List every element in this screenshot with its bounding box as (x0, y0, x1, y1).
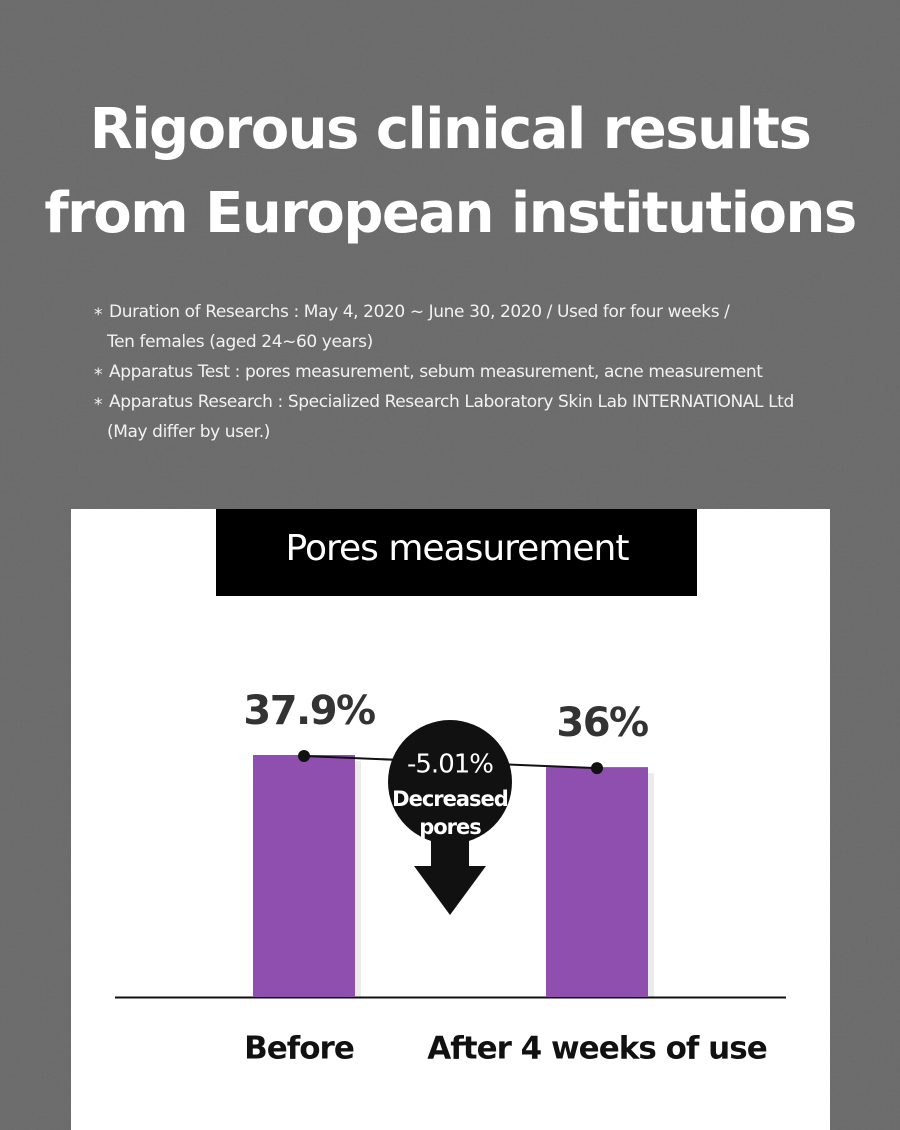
note-bullet: * (94, 305, 103, 325)
trend-dot (591, 762, 603, 775)
annotation-value: -5.01% (407, 750, 493, 780)
title-line: Rigorous clinical results (90, 97, 811, 162)
header: Rigorous clinical results from European i… (44, 97, 857, 442)
title-line: from European institutions (44, 181, 855, 246)
note-line: (May differ by user.) (107, 422, 270, 442)
annotation-text: pores (419, 815, 481, 839)
note-line: Duration of Researchs : May 4, 2020 ~ Ju… (109, 302, 730, 322)
trend-dot (298, 750, 310, 762)
note-bullet: * (94, 395, 103, 415)
chart-title-box (216, 509, 697, 596)
note-line: Ten females (aged 24~60 years) (106, 332, 373, 352)
value-label: 37.9% (243, 688, 375, 734)
bar (546, 767, 648, 997)
down-arrow (414, 820, 486, 915)
chart-title: Pores measurement (286, 528, 630, 569)
chart: 37.9% Before 36% After 4 weeks of use -5.01%… (243, 688, 767, 1067)
annotation-badge (388, 720, 512, 844)
note-line: Apparatus Test : pores measurement, sebu… (109, 362, 763, 382)
value-label: 36% (556, 700, 648, 746)
note-line: Apparatus Research : Specialized Researc… (109, 392, 794, 412)
bar (253, 755, 355, 997)
x-tick-label: After 4 weeks of use (427, 1031, 766, 1067)
annotation-text: Decreased (392, 787, 508, 811)
x-tick-label: Before (244, 1031, 354, 1067)
note-bullet: * (94, 365, 103, 385)
